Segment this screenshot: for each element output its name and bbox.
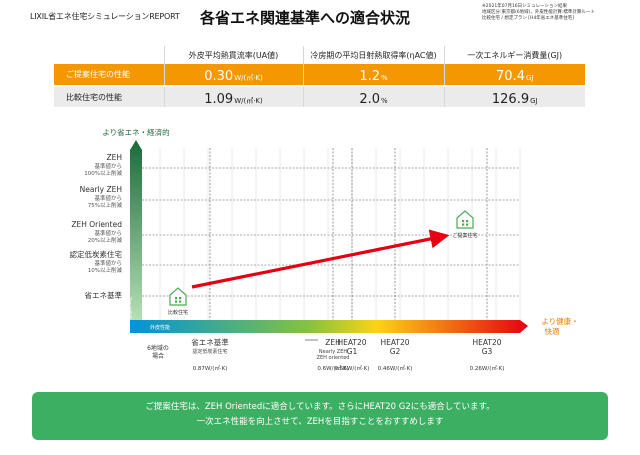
y-level-note: 10%以上削減 — [88, 266, 123, 274]
value-cell: 1.2% — [303, 64, 445, 87]
comparison-house-window — [179, 300, 182, 303]
x-level-label: G3 — [482, 347, 493, 356]
compliance-chart: 一次エネ性能より省エネ・経済的外皮性能より健康・快適ZEH基準値から100%以上… — [70, 127, 579, 372]
value-unit: GJ — [530, 96, 538, 105]
y-bar-label: 一次エネ性能 — [126, 292, 133, 319]
value-cell: 70.4GJ — [444, 64, 585, 87]
proposed-house-window — [462, 220, 465, 223]
table-header-row: 外皮平均熱貫流率(UA値) 冷房期の平均日射熱取得率(ηAC値) 一次エネルギー… — [54, 46, 585, 64]
x-level-label: HEAT20 — [380, 338, 409, 347]
x-level-label: ZEH — [325, 338, 341, 347]
region-note: 場合 — [152, 352, 164, 360]
meta-line: 地域区分:東京都(6地域)、外皮性能計算:標準計算ルート — [482, 10, 595, 16]
value-unit: % — [381, 74, 388, 82]
proposed-house-window — [462, 223, 465, 226]
page-title: 各省エネ関連基準への適合状況 — [200, 9, 411, 27]
value-unit: W/(㎡·K) — [234, 96, 263, 105]
proposed-house-window — [466, 220, 469, 223]
x-level-label: G1 — [347, 347, 358, 356]
y-level-note: 基準値から — [94, 194, 122, 202]
comparison-house-label: 比較住宅 — [168, 309, 188, 316]
column-header-energy: 一次エネルギー消費量(GJ) — [467, 50, 563, 60]
x-axis-bar — [130, 320, 528, 333]
proposed-house-icon — [456, 210, 474, 229]
value-number: 1.09 — [204, 91, 234, 107]
value-number: 1.2 — [359, 69, 381, 84]
y-level-note: 基準値から — [94, 162, 122, 170]
value-number: 70.4 — [496, 69, 525, 84]
meta-line: 比較住宅 / 想定プラン [H4年省エネ基準住宅] — [482, 16, 575, 22]
x-axis-title: 快適 — [545, 326, 560, 336]
improvement-arrow — [191, 229, 450, 289]
meta-line: ※2021年07月16日シミュレーション結果 — [482, 4, 567, 9]
advice-line: 一次エネ性能を向上させて、ZEHを目指すことをおすすめします — [196, 417, 444, 427]
advice-box: ご提案住宅は、ZEH Orientedに適合しています。さらにHEAT20 G2… — [32, 392, 608, 440]
brand-label: LIXIL省エネ住宅シミュレーションREPORT — [30, 12, 180, 21]
proposed-house-label: ご提案住宅 — [452, 232, 477, 239]
x-level-ua: 0.6W/(㎡·K) — [317, 364, 348, 372]
table-corner — [54, 46, 165, 64]
x-level-label: 省エネ基準 — [191, 337, 229, 347]
value-number: 0.30 — [204, 69, 234, 84]
table-row-comparison: 比較住宅の性能 1.09W/(㎡·K) 2.0% 126.9GJ — [54, 86, 585, 109]
x-level-sublabel: 認定低炭素住宅 — [192, 348, 227, 355]
value-unit: GJ — [525, 74, 534, 82]
y-level-label: ZEH Oriented — [71, 220, 122, 229]
x-level-ua: 0.56W/(㎡·K) — [335, 364, 370, 372]
y-level-label: 省エネ基準 — [85, 290, 123, 300]
value-cell: 0.30W/(㎡·K) — [164, 64, 304, 87]
value-cell: 2.0% — [303, 86, 445, 109]
x-level-sublabel: ZEH oriented — [317, 355, 350, 361]
x-axis-title: より健康・ — [541, 316, 578, 326]
x-bar-label: 外皮性能 — [150, 324, 170, 331]
x-level-ua: 0.46W/(㎡·K) — [378, 364, 413, 372]
x-level-label: HEAT20 — [472, 338, 501, 347]
comparison-house-window — [179, 297, 182, 300]
table-row-proposed: ご提案住宅の性能 0.30W/(㎡·K) 1.2% 70.4GJ — [54, 64, 585, 87]
value-cell: 126.9GJ — [444, 86, 585, 109]
proposed-house-window — [466, 223, 469, 226]
comparison-house-window — [175, 297, 178, 300]
y-level-note: 基準値から — [94, 259, 122, 267]
performance-table: 外皮平均熱貫流率(UA値) 冷房期の平均日射熱取得率(ηAC値) 一次エネルギー… — [54, 46, 585, 109]
x-level-label: HEAT20 — [337, 338, 366, 347]
comparison-house-icon — [169, 287, 187, 306]
y-level-note: 100%以上削減 — [84, 169, 122, 177]
y-axis-title: より省エネ・経済的 — [102, 127, 169, 137]
comparison-house-window — [175, 300, 178, 303]
x-level-ua: 0.26W/(㎡·K) — [470, 364, 505, 372]
row-label: ご提案住宅の性能 — [54, 64, 165, 87]
report-meta: ※2021年07月16日シミュレーション結果 地域区分:東京都(6地域)、外皮性… — [482, 4, 632, 23]
report-header: LIXIL省エネ住宅シミュレーションREPORT 各省エネ関連基準への適合状況 … — [0, 0, 640, 34]
value-unit: % — [381, 96, 388, 105]
y-level-label: Nearly ZEH — [80, 185, 122, 194]
advice-line: ご提案住宅は、ZEH Orientedに適合しています。さらにHEAT20 G2… — [145, 402, 495, 412]
value-cell: 1.09W/(㎡·K) — [164, 86, 304, 109]
y-level-note: 75%以上削減 — [88, 201, 123, 209]
value-unit: W/(㎡·K) — [234, 74, 263, 82]
y-level-note: 基準値から — [94, 229, 122, 237]
column-header-ua: 外皮平均熱貫流率(UA値) — [164, 46, 304, 64]
value-number: 2.0 — [359, 91, 381, 107]
region-note: 6地域の — [147, 344, 169, 352]
y-level-note: 20%以上削減 — [88, 236, 123, 244]
y-axis-bar — [130, 140, 142, 320]
x-level-ua: 0.87W/(㎡·K) — [193, 364, 228, 372]
row-label: 比較住宅の性能 — [54, 86, 165, 109]
y-level-label: 認定低炭素住宅 — [70, 249, 123, 259]
column-header-eta: 冷房期の平均日射熱取得率(ηAC値) — [303, 46, 445, 64]
x-level-sublabel: Nearly ZEH — [319, 349, 347, 355]
value-number: 126.9 — [491, 91, 530, 107]
y-level-label: ZEH — [106, 153, 122, 162]
x-level-label: G2 — [390, 347, 401, 356]
